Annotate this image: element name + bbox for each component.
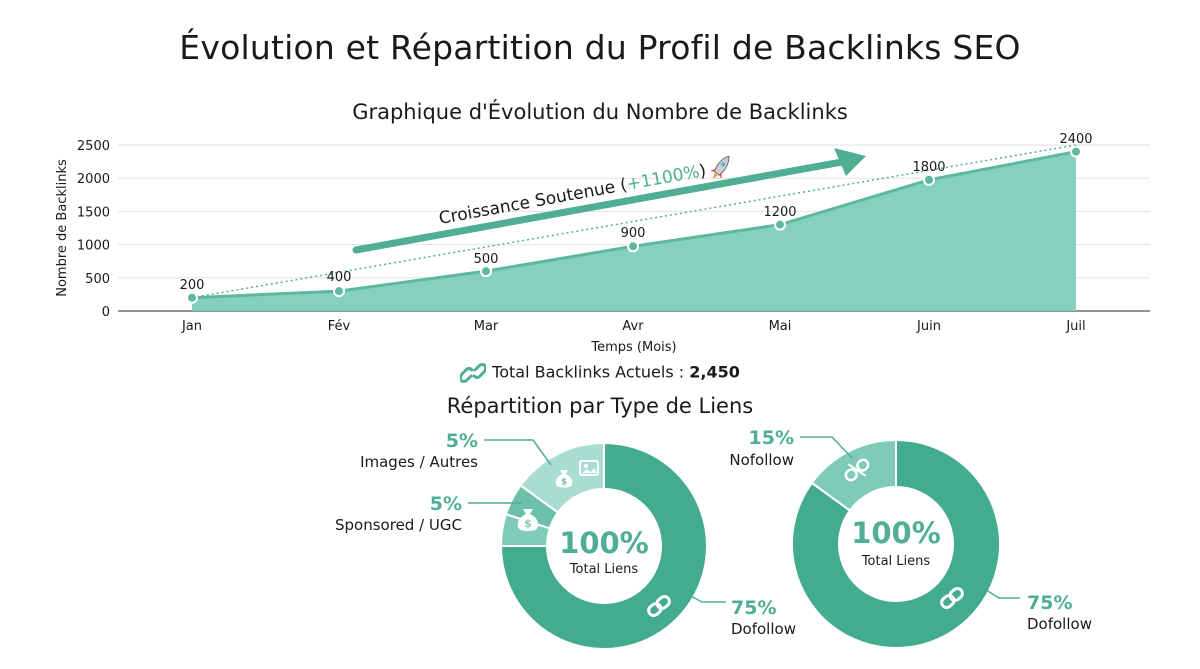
y-tick-label: 2500 bbox=[77, 139, 110, 154]
data-point bbox=[186, 291, 198, 304]
callout-nofollow: 15% Nofollow bbox=[729, 427, 853, 469]
x-tick-label: Jan bbox=[181, 319, 202, 334]
images-autres-label: Images / Autres bbox=[360, 453, 478, 471]
x-tick-label: Fév bbox=[328, 319, 351, 334]
total-backlinks-value: 2,450 bbox=[689, 362, 740, 382]
x-tick-label: Juil bbox=[1065, 319, 1085, 334]
donut-slice bbox=[810, 438, 897, 512]
donut-section-title: Répartition par Type de Liens bbox=[446, 394, 754, 418]
sponsored-ugc-percent: 5% bbox=[430, 493, 462, 515]
svg-text:$: $ bbox=[524, 517, 532, 530]
broken-link-icon bbox=[844, 458, 870, 482]
data-label: 200 bbox=[180, 278, 205, 293]
donut-right-center-value: 100% bbox=[851, 516, 941, 550]
nofollow-percent: 15% bbox=[749, 427, 794, 449]
area-fill bbox=[192, 151, 1076, 311]
y-tick-label: 1000 bbox=[77, 239, 110, 254]
y-tick-label: 2000 bbox=[77, 172, 110, 187]
money-bag-icon: $ bbox=[555, 470, 573, 488]
data-point bbox=[774, 218, 786, 231]
donut-left-center-label: Total Liens bbox=[569, 562, 639, 577]
link-icon bbox=[460, 363, 487, 383]
data-label: 500 bbox=[474, 252, 499, 267]
line-chart-title: Graphique d'Évolution du Nombre de Backl… bbox=[352, 100, 848, 124]
data-point bbox=[923, 173, 935, 186]
y-axis: 0 500 1000 1500 2000 2500 bbox=[77, 139, 110, 320]
dofollow-right-label: Dofollow bbox=[1027, 615, 1092, 633]
growth-arrow-head bbox=[834, 148, 866, 176]
total-backlinks: Total Backlinks Actuels : 2,450 bbox=[0, 362, 1200, 384]
data-label: 2400 bbox=[1059, 132, 1092, 147]
data-label: 900 bbox=[621, 226, 646, 241]
link-icon bbox=[647, 595, 671, 617]
data-point bbox=[1070, 145, 1082, 158]
dofollow-right-percent: 75% bbox=[1027, 592, 1072, 614]
callout-images-autres: 5% Images / Autres bbox=[360, 430, 552, 471]
data-label: 400 bbox=[327, 270, 352, 285]
x-tick-label: Avr bbox=[622, 319, 644, 334]
callout-dofollow-right: 75% Dofollow bbox=[985, 589, 1092, 633]
data-point bbox=[627, 240, 639, 253]
dofollow-left-label: Dofollow bbox=[731, 620, 796, 638]
images-autres-percent: 5% bbox=[446, 430, 478, 452]
svg-text:$: $ bbox=[561, 477, 567, 487]
data-point bbox=[480, 265, 492, 278]
x-tick-label: Juin bbox=[916, 319, 941, 334]
total-backlinks-label: Total Backlinks Actuels : bbox=[492, 362, 690, 382]
data-point bbox=[333, 285, 345, 298]
callout-dofollow-left: 75% Dofollow bbox=[688, 594, 796, 638]
y-axis-title: Nombre de Backlinks bbox=[55, 159, 70, 297]
growth-arrow bbox=[352, 158, 846, 254]
y-tick-label: 1500 bbox=[77, 205, 110, 220]
x-tick-label: Mai bbox=[769, 319, 792, 334]
image-icon bbox=[579, 460, 599, 476]
chart-points bbox=[186, 145, 1082, 304]
chart-value-labels: 200 400 500 900 1200 1800 2400 bbox=[180, 132, 1093, 293]
x-axis: Jan Fév Mar Avr Mai Juin Juil bbox=[181, 319, 1086, 334]
x-tick-label: Mar bbox=[474, 319, 499, 334]
donut-right-center-label: Total Liens bbox=[861, 554, 931, 569]
donut-left-center-value: 100% bbox=[559, 526, 649, 560]
rocket-icon bbox=[709, 155, 730, 180]
sponsored-ugc-label: Sponsored / UGC bbox=[335, 516, 462, 534]
link-icon bbox=[940, 587, 964, 609]
backlinks-area-chart: Croissance Soutenue (+1100%) 20040050090… bbox=[55, 132, 1150, 355]
page-title: Évolution et Répartition du Profil de Ba… bbox=[179, 28, 1021, 67]
dofollow-left-percent: 75% bbox=[731, 597, 776, 619]
x-axis-title: Temps (Mois) bbox=[590, 340, 676, 355]
donut-slice bbox=[499, 441, 708, 650]
callout-sponsored-ugc: 5% Sponsored / UGC bbox=[335, 493, 522, 534]
y-tick-label: 500 bbox=[85, 272, 110, 287]
data-label: 1200 bbox=[763, 205, 796, 220]
data-label: 1800 bbox=[912, 160, 945, 175]
y-tick-label: 0 bbox=[102, 305, 110, 320]
nofollow-label: Nofollow bbox=[729, 451, 794, 469]
money-bag-icon: $ bbox=[517, 509, 539, 531]
